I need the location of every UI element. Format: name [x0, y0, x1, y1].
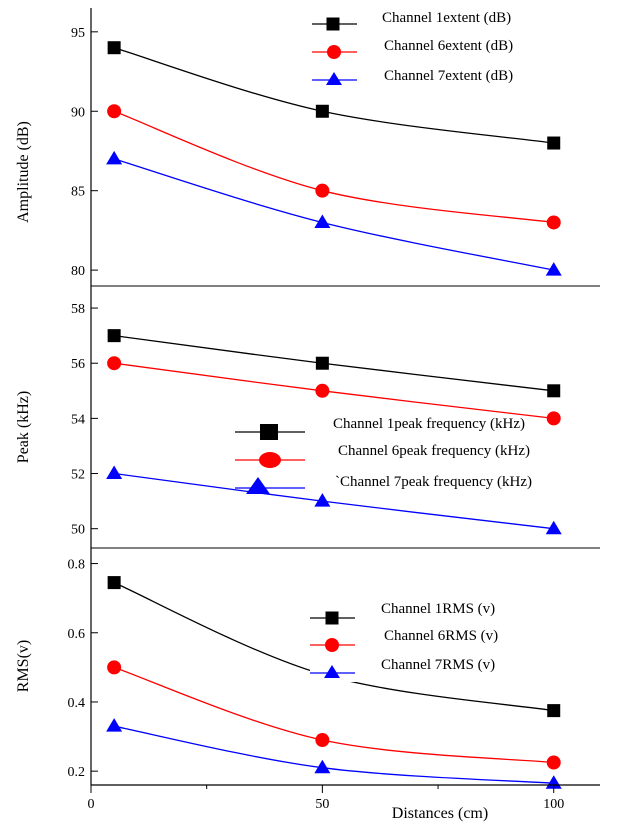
legend-circle-icon	[327, 45, 341, 59]
amplitude-panel: 80 85 90 95 Amplitude (dB) Channel 1extent …	[15, 10, 562, 279]
data-point-square	[547, 704, 561, 718]
legend-label-channel7: Channel 7extent (dB)	[384, 68, 513, 84]
series-line-channel6	[114, 362, 554, 420]
legend-square-icon	[260, 424, 278, 440]
rms-legend: Channel 1RMS (v) Channel 6RMS (v) Channe…	[310, 601, 498, 678]
legend-label-channel6: Channel 6RMS (v)	[384, 628, 498, 644]
data-point-circle	[107, 356, 122, 371]
x-tick-label: 0	[88, 797, 95, 812]
data-point-circle	[315, 733, 330, 748]
peak-y-axis-label: Peak (kHz)	[15, 391, 32, 463]
legend-label-channel7: `Channel 7peak frequency (kHz)	[335, 474, 532, 490]
data-point-circle	[546, 411, 561, 426]
data-point-square	[107, 329, 121, 343]
data-point-square	[107, 576, 121, 590]
y-tick-label: 80	[71, 264, 85, 279]
y-tick-label: 54	[71, 412, 85, 427]
legend-label-channel1: Channel 1peak frequency (kHz)	[333, 416, 525, 432]
legend-triangle-icon	[324, 665, 340, 678]
legend-label-channel1: Channel 1extent (dB)	[382, 10, 511, 26]
legend-triangle-icon	[326, 72, 342, 85]
y-tick-label: 0.8	[68, 558, 86, 573]
data-point-triangle	[314, 214, 331, 228]
legend-label-channel7: Channel 7RMS (v)	[381, 657, 495, 673]
data-point-square	[547, 136, 561, 150]
legend-triangle-icon	[246, 477, 270, 494]
data-point-triangle	[314, 493, 331, 507]
y-tick-label: 85	[71, 185, 85, 200]
data-point-triangle	[545, 262, 562, 276]
data-point-square	[315, 356, 329, 370]
series-line-channel7	[113, 158, 554, 271]
amplitude-legend: Channel 1extent (dB) Channel 6extent (dB…	[312, 10, 513, 85]
y-tick-label: 0.6	[68, 627, 86, 642]
legend-square-icon	[325, 611, 339, 625]
data-point-circle	[315, 383, 330, 398]
data-point-triangle	[106, 150, 123, 165]
legend-label-channel6: Channel 6extent (dB)	[384, 38, 513, 54]
y-tick-label: 58	[71, 302, 85, 317]
amplitude-y-ticks: 80 85 90 95	[71, 26, 98, 279]
y-tick-label: 90	[71, 105, 85, 120]
rms-legend-background	[310, 600, 520, 682]
data-point-square	[547, 384, 561, 398]
legend-label-channel6: Channel 6peak frequency (kHz)	[338, 443, 530, 459]
peak-series-lines	[114, 334, 554, 530]
data-point-triangle	[106, 465, 123, 480]
amplitude-y-axis-label: Amplitude (dB)	[15, 121, 32, 223]
rms-markers	[106, 576, 562, 789]
data-point-triangle	[314, 759, 331, 774]
series-line-channel7	[114, 725, 554, 784]
legend-label-channel1: Channel 1RMS (v)	[381, 601, 495, 617]
data-point-circle	[107, 660, 122, 675]
data-point-circle	[315, 183, 330, 198]
rms-y-ticks: 0.2 0.4 0.6 0.8	[68, 558, 98, 780]
y-tick-label: 95	[71, 26, 85, 41]
data-point-square	[315, 104, 329, 118]
series-line-channel6	[113, 110, 554, 224]
legend-circle-icon	[325, 638, 339, 652]
rms-x-axis-label: Distances (cm)	[392, 805, 488, 822]
amplitude-markers	[106, 41, 562, 276]
y-tick-label: 0.4	[68, 696, 86, 711]
data-point-circle	[107, 104, 122, 119]
x-tick-label: 50	[315, 797, 329, 812]
legend-circle-icon	[259, 452, 281, 468]
data-point-triangle	[545, 520, 562, 535]
peak-legend: Channel 1peak frequency (kHz) Channel 6p…	[235, 416, 532, 494]
rms-y-axis-label: RMS(v)	[15, 640, 32, 692]
peak-y-ticks: 50 52 54 56 58	[71, 302, 98, 538]
x-tick-label: 100	[543, 797, 564, 812]
data-point-circle	[546, 215, 561, 230]
axes-frame	[90, 8, 600, 786]
peak-markers	[106, 329, 562, 535]
series-line-channel1	[114, 334, 554, 392]
data-point-circle	[546, 755, 561, 770]
y-tick-label: 0.2	[68, 765, 86, 780]
y-tick-label: 52	[71, 468, 85, 483]
legend-square-icon	[326, 17, 340, 31]
rms-x-ticks: 0 50 100	[88, 785, 564, 812]
y-tick-label: 50	[71, 523, 85, 538]
series-line-channel1	[113, 47, 554, 144]
data-point-triangle	[106, 718, 123, 732]
y-tick-label: 56	[71, 357, 85, 372]
peak-panel: 50 52 54 56 58 Peak (kHz) Channel 1peak freq…	[15, 302, 562, 538]
rms-panel: 0.2 0.4 0.6 0.8 0 50 100 RMS(v) Distances (cm…	[15, 558, 564, 822]
data-point-square	[107, 41, 121, 55]
